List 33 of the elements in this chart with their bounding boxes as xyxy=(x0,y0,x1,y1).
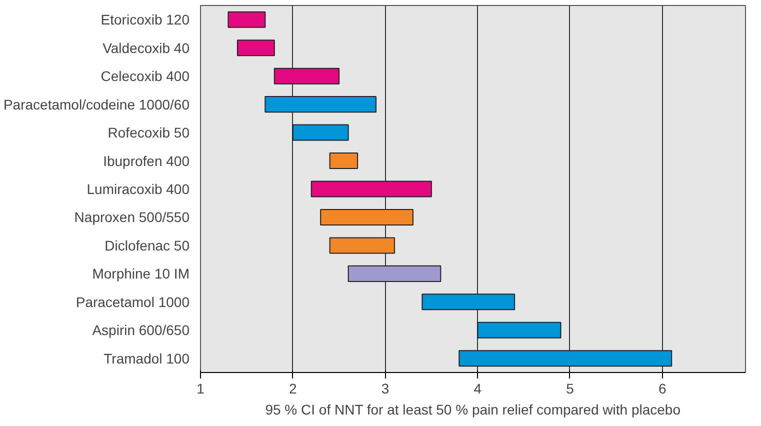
y-tick-label: Diclofenac 50 xyxy=(104,237,190,254)
y-tick-label: Naproxen 500/550 xyxy=(74,209,190,226)
bar xyxy=(477,322,562,338)
bar xyxy=(228,11,266,28)
bar xyxy=(292,124,349,141)
bar xyxy=(310,180,432,198)
bar xyxy=(236,40,275,56)
y-tick-label: Ibuprofen 400 xyxy=(103,152,190,169)
y-tick-label: Rofecoxib 50 xyxy=(108,124,190,141)
y-tick-label: Etoricoxib 120 xyxy=(100,12,190,28)
y-tick-label: Celecoxib 400 xyxy=(100,68,190,84)
x-tick-label: 1 xyxy=(196,380,205,396)
y-tick-label: Aspirin 600/650 xyxy=(92,322,190,338)
bar xyxy=(274,68,340,84)
x-tick-label: 2 xyxy=(288,380,297,396)
y-tick-label: Morphine 10 IM xyxy=(92,266,190,282)
bar xyxy=(329,237,395,254)
x-tick-label: 4 xyxy=(474,380,482,396)
x-tick-label: 5 xyxy=(566,380,574,396)
bar xyxy=(329,152,358,170)
bar xyxy=(348,265,442,282)
x-tick-label: 3 xyxy=(381,380,390,396)
x-tick-label: 6 xyxy=(658,380,666,396)
y-tick-label: Tramadol 100 xyxy=(104,350,190,366)
y-tick-label: Lumiracoxib 400 xyxy=(86,181,190,197)
bar xyxy=(320,208,414,226)
bar xyxy=(458,350,672,367)
bar xyxy=(264,96,377,113)
y-tick-label: Valdecoxib 40 xyxy=(102,40,190,56)
y-tick-label: Paracetamol 1000 xyxy=(76,294,190,310)
bar xyxy=(422,294,516,310)
y-tick-label: Paracetamol/codeine 1000/60 xyxy=(3,96,190,112)
x-axis-title: 95 % CI of NNT for at least 50 % pain relief compared with placebo xyxy=(265,402,681,418)
